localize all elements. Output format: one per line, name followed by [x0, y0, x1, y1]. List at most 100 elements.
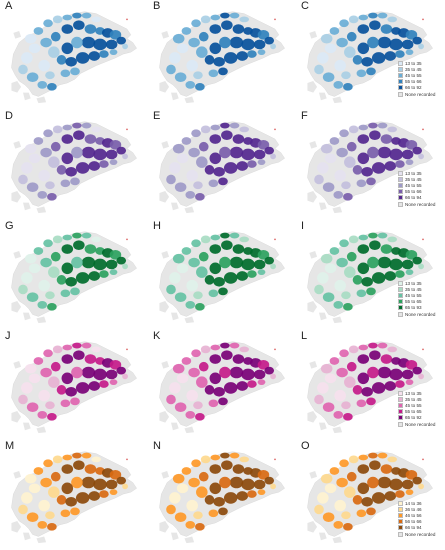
region [257, 489, 266, 496]
region [21, 272, 33, 284]
region [223, 162, 238, 174]
region [229, 232, 240, 239]
region [341, 291, 351, 300]
region [37, 301, 48, 309]
choropleth-regions [166, 232, 276, 311]
region [356, 69, 367, 78]
region [210, 234, 221, 241]
choropleth-regions [18, 342, 128, 421]
region [209, 134, 222, 144]
region [209, 464, 222, 474]
region [324, 263, 337, 274]
islet [332, 426, 343, 434]
region [176, 483, 189, 494]
region [412, 36, 423, 45]
region [270, 373, 276, 380]
region [356, 179, 367, 188]
region [81, 122, 92, 129]
region [109, 159, 118, 166]
region [47, 192, 57, 201]
region [324, 153, 337, 164]
legend-item-none: None recorded [398, 311, 442, 317]
legend-swatch [398, 421, 403, 427]
location-marker [126, 128, 128, 131]
region [346, 251, 357, 262]
region [91, 126, 101, 133]
region [219, 256, 231, 269]
legend-item: 46 to 56 [398, 512, 442, 518]
region [346, 31, 357, 42]
legend-item: 55 to 65 [398, 299, 442, 305]
region [213, 166, 225, 177]
legend-swatch [398, 292, 403, 298]
region [191, 129, 201, 138]
region [405, 489, 414, 496]
choropleth-regions [314, 342, 424, 421]
region [405, 30, 418, 40]
legend-item: 13 to 35 [398, 170, 442, 176]
region [50, 141, 61, 152]
region [70, 67, 80, 76]
region [377, 146, 392, 159]
region [62, 454, 73, 461]
islet [309, 30, 318, 39]
region [40, 257, 52, 268]
region [358, 14, 369, 21]
region [208, 69, 219, 78]
region [257, 470, 270, 480]
legend-swatch [398, 299, 403, 305]
region [322, 292, 335, 302]
islet [332, 536, 343, 544]
region [122, 263, 128, 270]
region [28, 483, 41, 494]
region [208, 179, 219, 188]
map-figure [159, 341, 285, 434]
region [185, 191, 196, 199]
region [186, 279, 198, 292]
region [341, 181, 351, 190]
region [186, 169, 198, 182]
region [236, 491, 249, 501]
region [99, 490, 109, 498]
islet [159, 191, 170, 203]
region [47, 412, 57, 421]
region [18, 284, 28, 295]
map-panel-l: L 13 to 35 35 to 45 45 to 55 55 to 65 65 to 9… [298, 330, 444, 438]
region [368, 12, 378, 19]
region [93, 148, 107, 161]
region [241, 38, 255, 51]
region [317, 492, 329, 504]
region [188, 37, 200, 48]
region [356, 399, 367, 408]
legend-swatch [398, 390, 403, 396]
region [38, 59, 50, 72]
region [122, 43, 128, 50]
region [333, 301, 344, 309]
region [264, 476, 275, 485]
islet [11, 191, 22, 203]
region [188, 147, 200, 158]
region [48, 376, 60, 388]
region [40, 477, 52, 488]
region [43, 129, 53, 138]
legend-swatch [398, 415, 403, 421]
region [88, 51, 101, 61]
location-marker [126, 458, 128, 461]
region [320, 473, 333, 484]
islet [319, 422, 327, 431]
region [73, 240, 85, 250]
region [195, 522, 205, 531]
panel-letter: D [5, 110, 13, 122]
region [91, 16, 101, 23]
legend-swatch [398, 66, 403, 72]
region [116, 476, 127, 485]
region [52, 125, 63, 134]
region [60, 69, 71, 78]
region [221, 130, 233, 140]
region [33, 137, 44, 145]
region [336, 477, 348, 488]
region [50, 471, 61, 482]
region [322, 512, 335, 522]
region [24, 363, 37, 374]
